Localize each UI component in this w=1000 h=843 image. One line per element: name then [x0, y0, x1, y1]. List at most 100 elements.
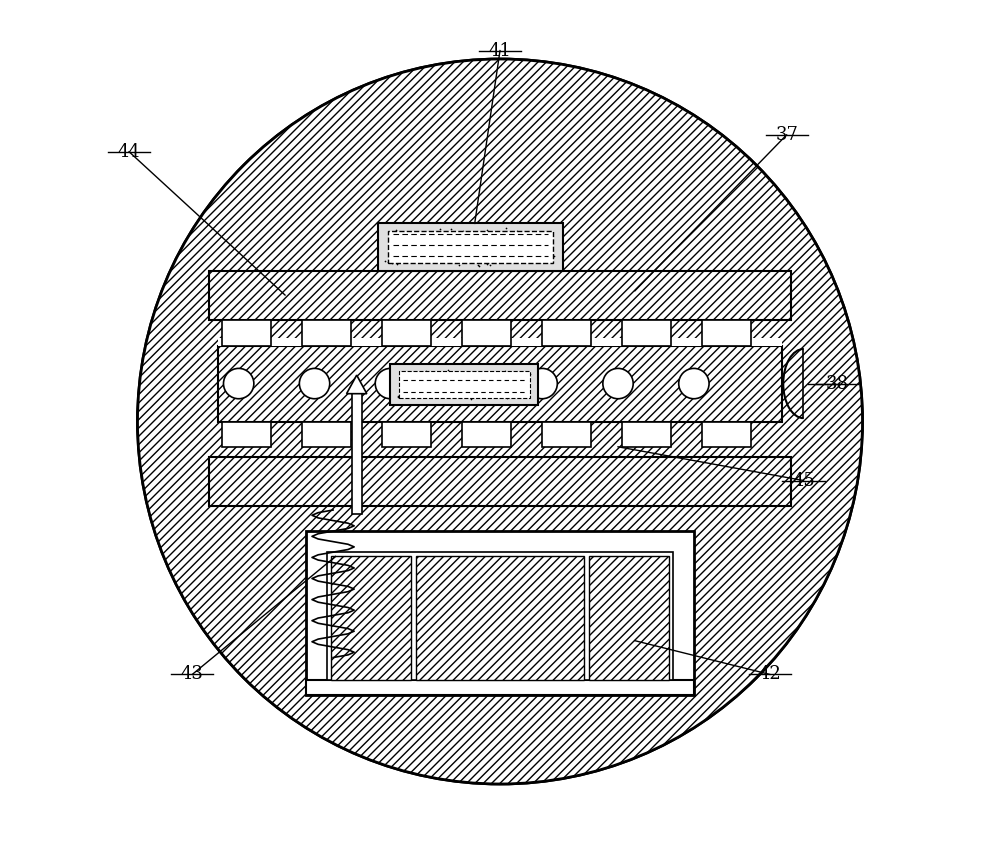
- Point: [512, 250, 528, 264]
- Bar: [382, 320, 431, 346]
- Bar: [209, 457, 791, 506]
- Bar: [416, 556, 584, 680]
- Point: [533, 255, 549, 269]
- Point: [408, 240, 424, 254]
- Point: [382, 247, 398, 260]
- Bar: [462, 320, 511, 346]
- Point: [455, 381, 471, 395]
- Point: [438, 250, 454, 264]
- Point: [425, 249, 441, 262]
- Point: [465, 230, 481, 244]
- Point: [499, 391, 515, 405]
- Point: [402, 384, 418, 397]
- Point: [427, 255, 443, 269]
- Point: [479, 257, 495, 271]
- Point: [543, 232, 559, 245]
- Point: [546, 249, 562, 262]
- Point: [479, 223, 495, 237]
- Point: [490, 243, 506, 256]
- Circle shape: [603, 368, 633, 399]
- Bar: [399, 371, 530, 398]
- Point: [444, 388, 460, 401]
- Point: [514, 373, 530, 387]
- Point: [476, 368, 492, 381]
- Point: [425, 373, 441, 387]
- Point: [400, 368, 416, 381]
- Point: [519, 382, 535, 395]
- Bar: [622, 422, 671, 447]
- Text: 45: 45: [792, 471, 815, 490]
- Point: [430, 228, 446, 241]
- Point: [479, 376, 495, 389]
- Bar: [388, 231, 553, 263]
- Bar: [382, 422, 431, 447]
- Point: [530, 246, 546, 260]
- Point: [403, 248, 419, 261]
- Circle shape: [138, 59, 862, 784]
- Point: [497, 364, 513, 378]
- Point: [520, 384, 536, 397]
- Point: [403, 247, 419, 260]
- Point: [390, 390, 406, 404]
- Point: [429, 228, 445, 242]
- Point: [482, 259, 498, 272]
- Point: [421, 251, 437, 265]
- Point: [380, 255, 396, 268]
- Bar: [542, 422, 591, 447]
- Point: [522, 367, 538, 380]
- Point: [377, 254, 393, 267]
- Point: [478, 250, 494, 264]
- Point: [520, 230, 536, 244]
- Point: [471, 260, 487, 273]
- Point: [395, 371, 411, 384]
- Point: [470, 258, 486, 271]
- Point: [475, 384, 491, 397]
- Point: [429, 379, 445, 393]
- Point: [413, 238, 429, 251]
- Point: [502, 250, 518, 264]
- Bar: [542, 320, 591, 346]
- Point: [517, 240, 533, 254]
- Point: [397, 228, 413, 242]
- Point: [498, 371, 514, 384]
- Point: [500, 367, 516, 380]
- Bar: [302, 422, 351, 447]
- Point: [455, 372, 471, 385]
- Point: [428, 384, 444, 397]
- Point: [401, 236, 417, 250]
- Point: [411, 250, 427, 264]
- Point: [496, 388, 512, 401]
- Bar: [209, 271, 791, 320]
- Point: [453, 371, 469, 384]
- Point: [510, 374, 526, 388]
- Point: [481, 249, 497, 262]
- Point: [408, 230, 424, 244]
- Point: [440, 240, 456, 254]
- Bar: [218, 346, 782, 422]
- Point: [419, 372, 435, 385]
- Bar: [306, 531, 694, 695]
- Point: [467, 243, 483, 256]
- Point: [440, 363, 456, 377]
- Point: [480, 225, 496, 239]
- Bar: [589, 556, 669, 680]
- Point: [540, 235, 556, 249]
- Point: [498, 222, 514, 235]
- Point: [418, 377, 434, 390]
- Point: [384, 245, 400, 259]
- Bar: [462, 422, 511, 447]
- Point: [443, 223, 459, 236]
- Bar: [327, 552, 673, 680]
- Bar: [702, 320, 751, 346]
- Circle shape: [679, 368, 709, 399]
- Text: 43: 43: [181, 665, 204, 684]
- Point: [432, 222, 448, 235]
- Point: [408, 240, 424, 254]
- Point: [441, 226, 457, 239]
- Point: [462, 225, 478, 239]
- Bar: [302, 320, 351, 346]
- Point: [388, 223, 404, 237]
- Point: [389, 258, 405, 271]
- Point: [411, 244, 427, 257]
- Point: [412, 368, 428, 381]
